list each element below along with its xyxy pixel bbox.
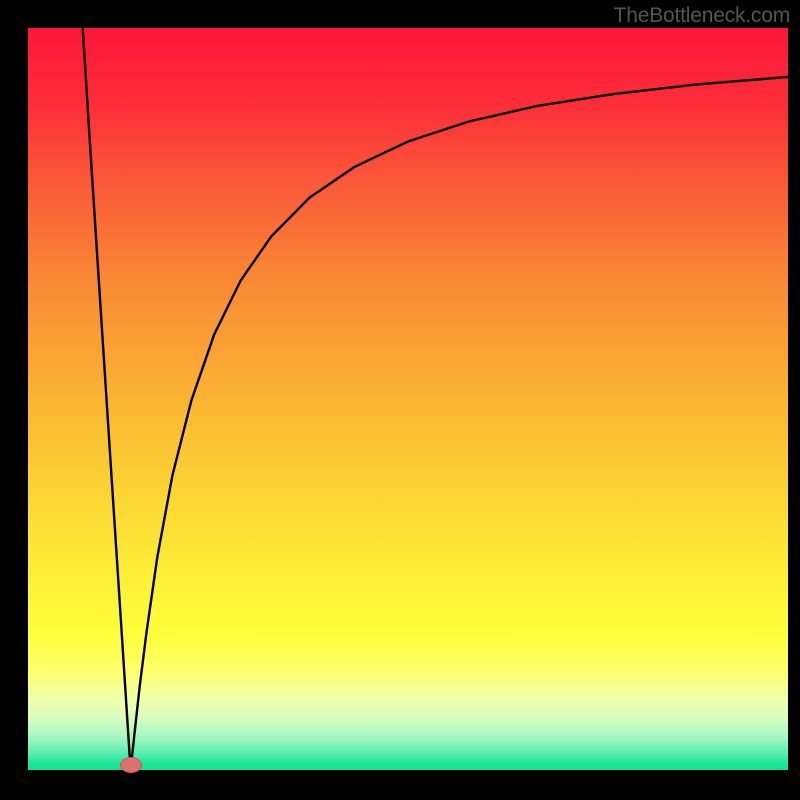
chart-container: TheBottleneck.com: [0, 0, 800, 800]
plot-area: [28, 28, 788, 770]
curve-svg: [28, 28, 788, 770]
watermark-text: TheBottleneck.com: [614, 4, 790, 28]
minimum-marker: [120, 757, 142, 773]
curve-path: [83, 28, 788, 770]
